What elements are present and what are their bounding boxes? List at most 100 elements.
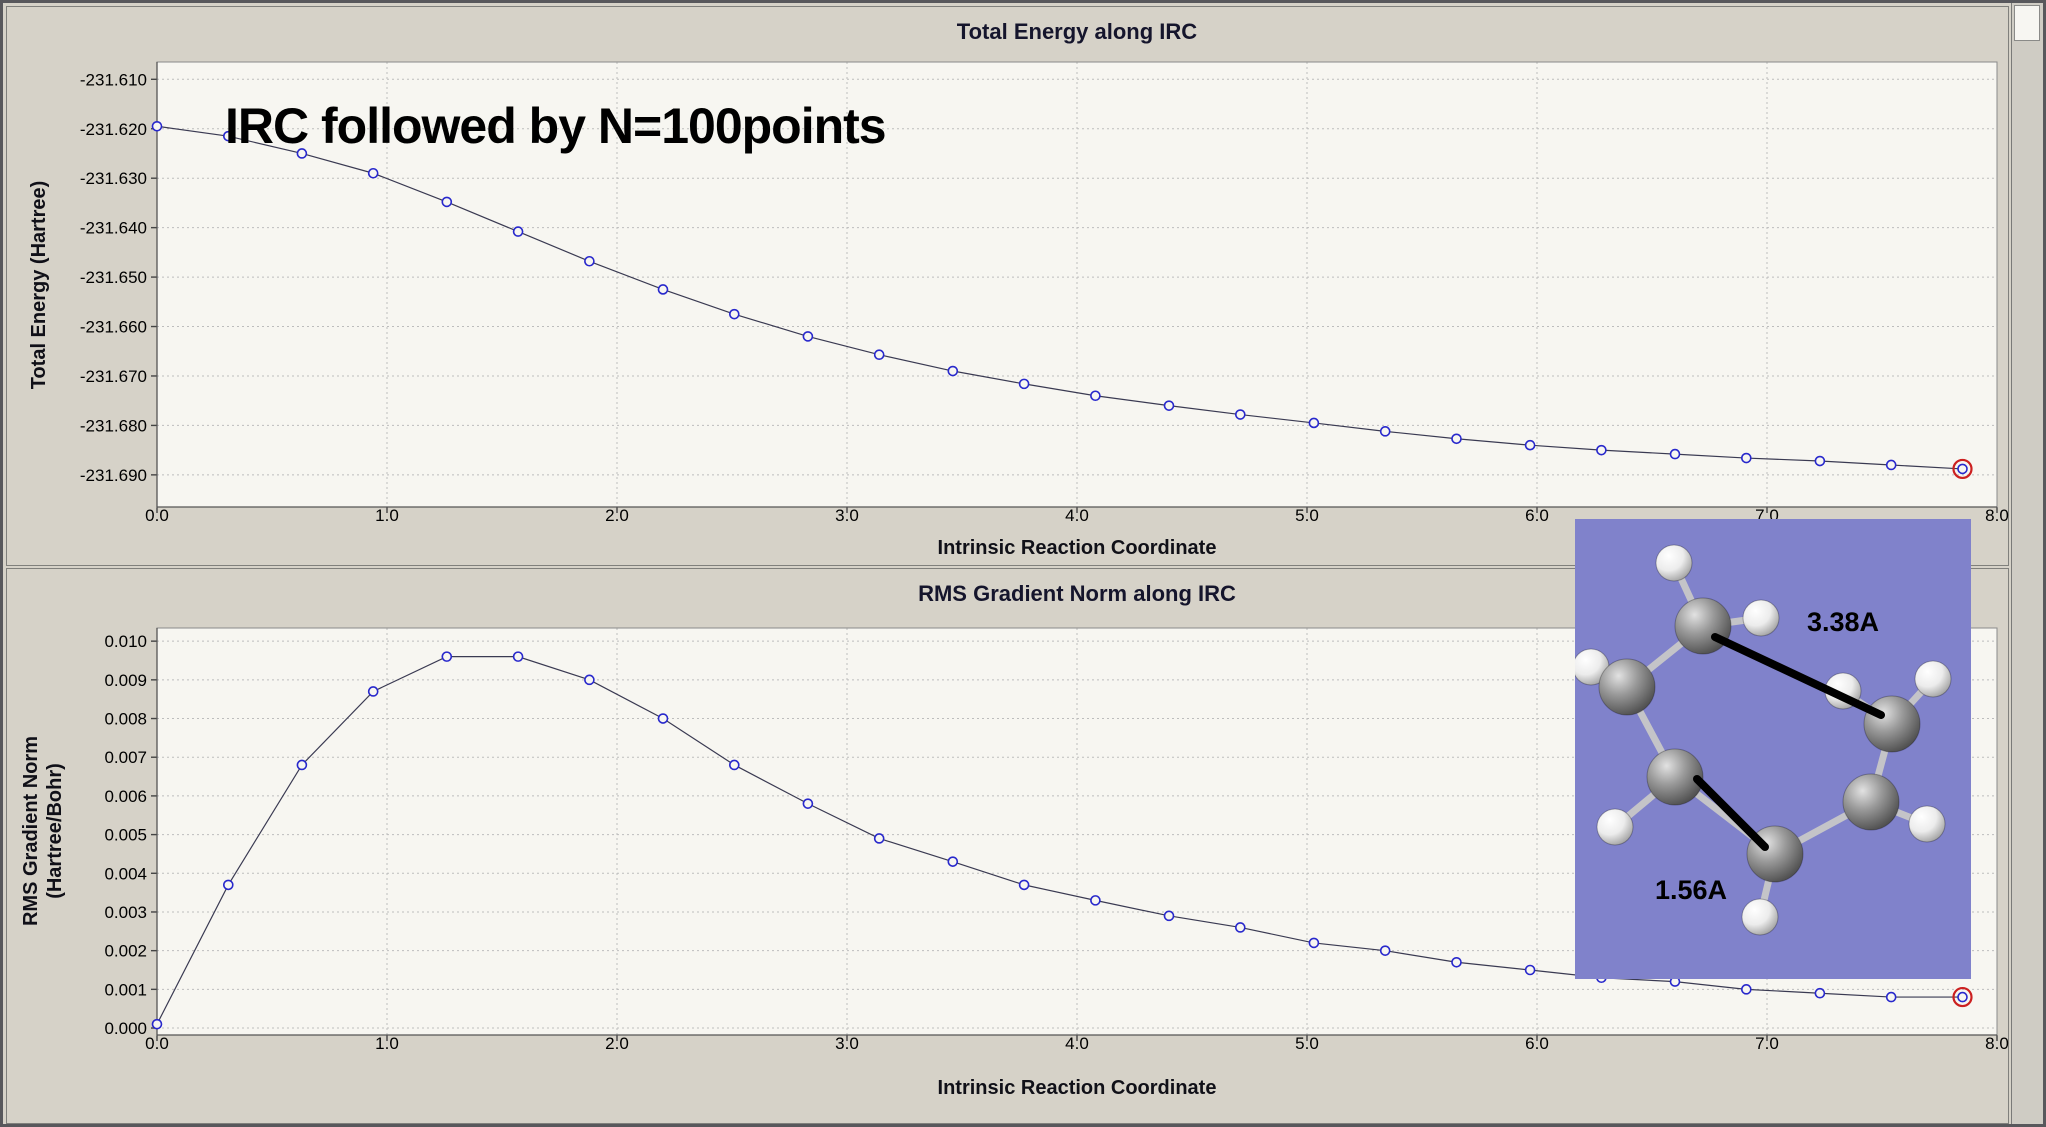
total-energy-chart-panel: 0.0 1.0 2.0 3.0 4.0 5.0 6.0 7.0 8.0 -231.610 -231.… (6, 6, 2009, 566)
x-tick-label: 3.0 (835, 506, 859, 525)
y-tick-label: -231.640 (80, 219, 147, 238)
data-point-marker (512, 226, 524, 237)
vertical-scrollbar[interactable] (2011, 3, 2043, 1124)
molecule-model: 3.38A 1.56A (1575, 544, 1952, 936)
x-tick-label: 0.0 (145, 506, 169, 525)
x-tick-label: 1.0 (375, 506, 399, 525)
data-point-marker (657, 713, 669, 724)
y-tick-label: 0.009 (104, 671, 147, 690)
x-tick-label: 1.0 (375, 1034, 399, 1053)
hydrogen-atom (1655, 544, 1693, 582)
data-point-marker (151, 120, 163, 132)
atoms (1575, 544, 1952, 936)
data-point-marker (1885, 459, 1897, 471)
data-point-marker (947, 856, 959, 867)
irc-annotation: IRC followed by N=100points (225, 98, 887, 154)
data-point-marker (296, 759, 308, 771)
chart-title-rms-gradient: RMS Gradient Norm along IRC (918, 581, 1236, 606)
data-point-marker (1524, 439, 1536, 451)
carbon-atom (1646, 748, 1704, 806)
endpoint-marker-ring (1952, 986, 1973, 1008)
x-tick-label: 8.0 (1985, 506, 2009, 525)
data-series-line (156, 125, 1963, 470)
data-point-marker (441, 196, 453, 208)
data-point-marker (1379, 945, 1391, 956)
data-point-marker (1596, 444, 1607, 456)
scrollbar-thumb[interactable] (2014, 5, 2040, 41)
y-axis-title-line: Total Energy (Hartree) (28, 180, 50, 390)
data-point-marker (1741, 984, 1752, 995)
data-point-marker (1018, 879, 1030, 891)
x-tick-label: 0.0 (145, 1034, 169, 1053)
data-point-marker (584, 255, 595, 267)
data-point-marker (1379, 426, 1391, 437)
data-point-marker (1524, 964, 1536, 976)
data-point-marker (1018, 378, 1030, 390)
data-point-marker (367, 167, 379, 179)
y-tick-label: -231.690 (80, 466, 147, 485)
data-point-marker (1885, 991, 1897, 1003)
y-axis-title-line: RMS Gradient Norm (20, 735, 42, 927)
y-tick-label: -231.670 (80, 367, 147, 386)
data-point-marker (1235, 409, 1246, 420)
data-point-marker (296, 148, 308, 159)
hydrogen-atom (1741, 898, 1779, 936)
y-tick-label: 0.007 (104, 748, 147, 767)
data-point-marker (223, 130, 234, 142)
x-tick-label: 6.0 (1525, 1034, 1549, 1053)
data-point-marker (1451, 956, 1462, 968)
data-point-marker (1163, 400, 1175, 411)
y-tick-label: -231.680 (80, 416, 147, 435)
distance-annotation-lines (1693, 633, 1885, 851)
data-point-marker (441, 651, 453, 662)
x-tick-label: 7.0 (1755, 1034, 1779, 1053)
hydrogen-atom (1596, 808, 1634, 846)
y-tick-label: 0.004 (104, 864, 147, 883)
data-series-line (156, 656, 1963, 1025)
hydrogen-atom (1914, 660, 1952, 698)
data-point-marker (802, 331, 814, 342)
data-point-marker (584, 674, 595, 686)
data-point-marker (728, 759, 740, 771)
y-tick-label: 0.006 (104, 787, 147, 806)
y-tick-label: -231.610 (80, 70, 147, 89)
y-tick-label: 0.008 (104, 710, 147, 729)
x-tick-label: 6.0 (1525, 506, 1549, 525)
data-point-marker (1090, 895, 1101, 906)
data-point-marker (1957, 991, 1968, 1003)
data-point-marker (1163, 910, 1175, 922)
data-point-marker (1308, 937, 1320, 949)
bond-length-label-long: 3.38A (1807, 607, 1879, 637)
x-tick-label: 4.0 (1065, 1034, 1089, 1053)
y-tick-label: 0.002 (104, 942, 147, 961)
data-point-marker (1957, 463, 1968, 475)
x-tick-label: 2.0 (605, 506, 629, 525)
hydrogen-atom (1742, 599, 1780, 637)
x-axis-title-total-energy: Intrinsic Reaction Coordinate (937, 537, 1217, 559)
x-tick-label: 2.0 (605, 1034, 629, 1053)
y-tick-label: -231.660 (80, 318, 147, 337)
carbon-atom (1598, 658, 1656, 716)
y-tick-label: 0.000 (104, 1019, 147, 1038)
data-point-marker (1669, 448, 1681, 460)
data-point-marker (947, 365, 959, 377)
total-energy-chart: 0.0 1.0 2.0 3.0 4.0 5.0 6.0 7.0 8.0-231.610-231.… (80, 61, 2009, 525)
carbon-atom (1842, 773, 1900, 831)
y-axis-title-line: (Hartree/Bohr) (44, 763, 66, 899)
endpoint-marker-ring (1952, 458, 1973, 480)
molecule-inset: 3.38A 1.56A (1575, 519, 1971, 979)
data-point-marker (1090, 390, 1101, 402)
x-axis-title-rms-gradient: Intrinsic Reaction Coordinate (937, 1077, 1217, 1099)
data-point-marker (1235, 922, 1246, 933)
data-point-marker (802, 798, 814, 809)
x-tick-label: 3.0 (835, 1034, 859, 1053)
bond-length-label-short: 1.56A (1655, 875, 1727, 905)
data-point-marker (1814, 455, 1826, 467)
x-tick-label: 4.0 (1065, 506, 1089, 525)
x-tick-label: 5.0 (1295, 1034, 1319, 1053)
single-bond-line (1693, 775, 1769, 851)
x-tick-label: 8.0 (1985, 1034, 2009, 1053)
y-tick-label: 0.010 (104, 632, 147, 651)
data-point-marker (657, 284, 669, 295)
y-tick-label: -231.630 (80, 169, 147, 188)
